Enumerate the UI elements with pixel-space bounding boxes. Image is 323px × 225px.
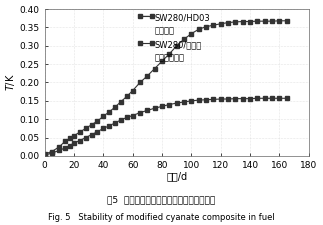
Text: $T$/K: $T$/K: [4, 74, 17, 91]
X-axis label: 时间/d: 时间/d: [166, 171, 187, 181]
Text: 复合材料: 复合材料: [154, 27, 174, 36]
Text: 酸酯复合材料: 酸酯复合材料: [154, 53, 184, 62]
Text: SW280/改性氰: SW280/改性氰: [154, 40, 202, 49]
Text: 图5  改性氰酸酯复合材料在燃油中的稳定性: 图5 改性氰酸酯复合材料在燃油中的稳定性: [107, 196, 216, 205]
Text: Fig. 5   Stability of modified cyanate composite in fuel: Fig. 5 Stability of modified cyanate com…: [48, 214, 275, 223]
Text: SW280/HD03: SW280/HD03: [154, 14, 210, 22]
